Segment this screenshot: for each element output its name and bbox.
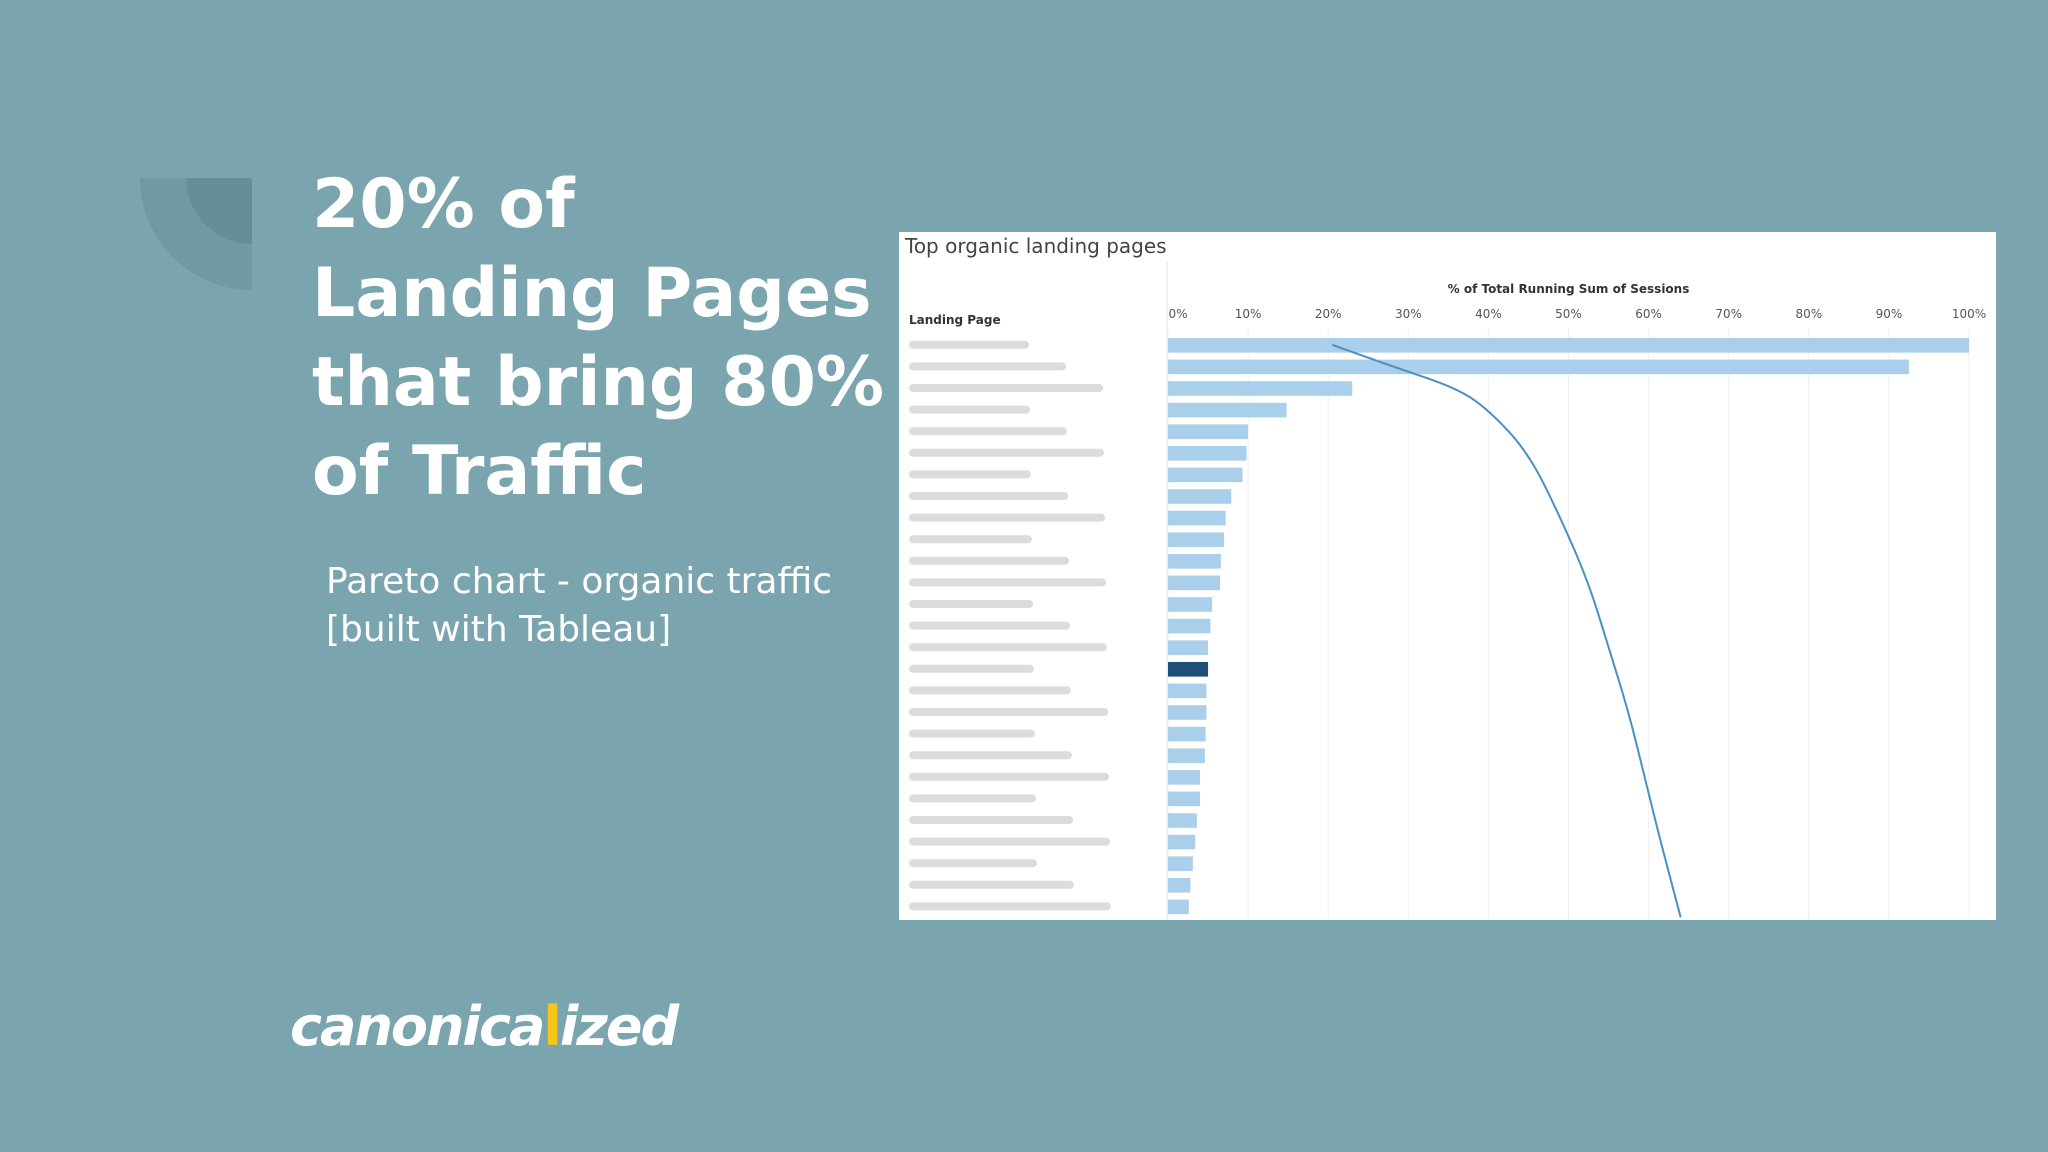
bar [1168,770,1201,785]
row-label-placeholder [909,816,1073,824]
bar [1168,575,1221,591]
headline-line-1: 20% of [312,165,575,244]
headline-line-4: of Traffic [312,432,647,511]
bar [1168,554,1221,569]
bar [1168,856,1193,871]
row-label-placeholder [909,859,1037,868]
bar [1168,424,1249,439]
row-label-placeholder [909,664,1034,673]
bar [1168,726,1206,742]
bar [1168,813,1197,828]
row-label-placeholder [909,362,1066,371]
logo-text-after: ized [559,995,679,1058]
row-header-label: Landing Page [909,313,1001,327]
x-axis-label: % of Total Running Sum of Sessions [1448,282,1690,296]
row-label-placeholder [909,448,1104,457]
bar [1168,683,1207,699]
x-tick-label: 10% [1235,307,1262,321]
chart-title: Top organic landing pages [905,234,1167,258]
bar [1168,402,1287,418]
row-label-placeholder [909,751,1072,760]
bar [1168,510,1226,526]
row-label-placeholder [909,340,1029,349]
pareto-curve [1331,343,1682,918]
bar [1168,489,1232,504]
row-label-placeholder [909,600,1033,608]
bar [1168,899,1189,915]
row-label-placeholder [909,492,1068,500]
bar [1168,338,1969,353]
row-label-placeholder [909,556,1069,565]
row-label-placeholder [909,643,1107,652]
row-label-placeholder [909,794,1036,803]
bar [1168,640,1209,655]
x-tick-label: 90% [1876,307,1903,321]
logo-text-before: canonica [290,995,545,1058]
row-label-placeholder [909,384,1103,392]
x-tick-label: 60% [1635,307,1662,321]
row-label-placeholder [909,837,1110,846]
x-tick-label: 70% [1715,307,1742,321]
bar [1168,381,1353,396]
bar [1168,791,1201,807]
x-tick-label: 100% [1952,307,1986,321]
bar [1168,597,1213,612]
x-tick-label: 20% [1315,307,1342,321]
subtitle-line-1: Pareto chart - organic traffic [326,561,833,602]
bar [1168,467,1243,483]
chart-card: Top organic landing pages % of Total Run… [899,232,1996,920]
row-label-placeholder [909,535,1032,544]
logo-mark: l [543,995,561,1058]
canonicalized-logo: canonicalized [290,995,679,1058]
bar [1168,532,1225,547]
bar [1168,748,1205,763]
bar [1168,618,1211,634]
bar [1168,878,1191,893]
x-tick-label: 80% [1795,307,1822,321]
x-tick-label: 50% [1555,307,1582,321]
pareto-chart: % of Total Running Sum of Sessions Landin… [909,262,1986,920]
row-label-placeholder [909,578,1106,587]
bar [1168,359,1909,375]
row-label-placeholder [909,405,1030,414]
bar [1168,705,1207,720]
row-label-placeholder [909,621,1070,630]
headline: 20% of Landing Pages that bring 80% of T… [312,160,885,516]
x-tick-label: 0% [1168,307,1187,321]
subtitle: Pareto chart - organic traffic [built wi… [326,558,886,654]
row-label-placeholder [909,902,1111,911]
x-tick-label: 30% [1395,307,1422,321]
row-label-placeholder [909,686,1071,695]
decorative-quarter-circles [140,178,252,290]
row-label-placeholder [909,708,1108,716]
row-label-placeholder [909,513,1105,522]
row-label-placeholder [909,772,1109,781]
subtitle-line-2: [built with Tableau] [326,609,672,650]
bar [1168,446,1247,461]
row-label-placeholder [909,427,1067,436]
headline-line-2: Landing Pages [312,254,872,333]
row-label-placeholder [909,880,1074,889]
row-label-placeholder [909,729,1035,738]
x-tick-label: 40% [1475,307,1502,321]
headline-line-3: that bring 80% [312,343,885,422]
bar [1168,662,1209,677]
row-label-placeholder [909,470,1031,479]
bar [1168,834,1196,850]
